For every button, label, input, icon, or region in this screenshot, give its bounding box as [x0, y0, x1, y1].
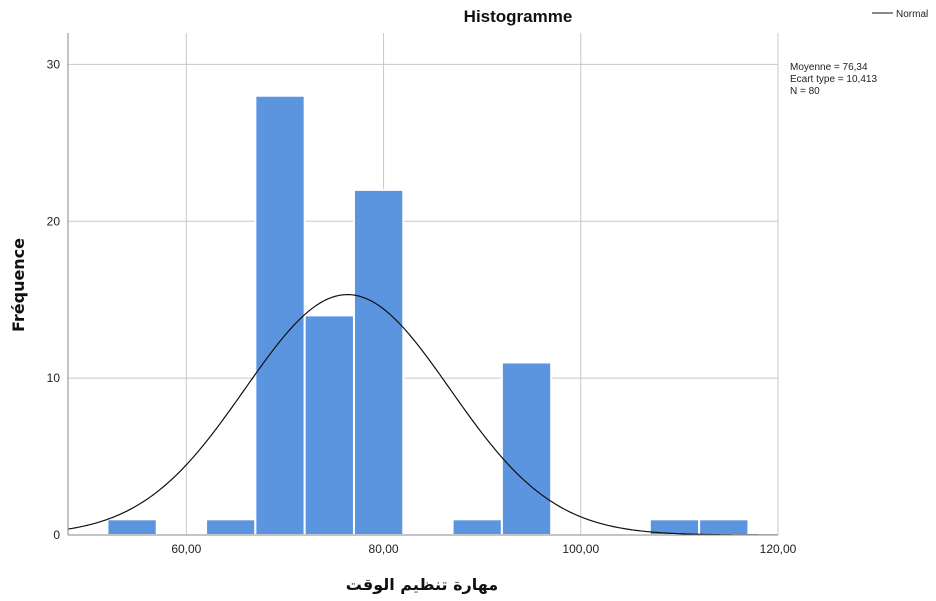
y-tick-label: 0 — [53, 528, 60, 542]
x-tick-label: 100,00 — [562, 542, 599, 556]
legend: Normal — [872, 9, 928, 20]
stats-mean: Moyenne = 76,34 — [790, 62, 868, 73]
normal-curve — [67, 293, 778, 536]
stats-sd: Ecart type = 10,413 — [790, 74, 877, 85]
histogram-bars — [106, 94, 750, 536]
histogram-bar — [500, 361, 553, 536]
histogram-bar — [352, 188, 405, 536]
y-tick-label: 20 — [47, 214, 61, 228]
histogram-bar — [106, 518, 158, 536]
stats-box: Moyenne = 76,34 Ecart type = 10,413 N = … — [790, 62, 877, 97]
axes — [67, 33, 779, 536]
legend-label-normal: Normal — [896, 9, 928, 20]
y-tick-label: 10 — [47, 371, 61, 385]
y-tick-label: 30 — [47, 57, 61, 71]
y-axis-label: Fréquence — [9, 238, 28, 332]
histogram-bar — [451, 518, 503, 536]
histogram-bar — [254, 94, 306, 536]
x-axis-label: مهارة تنظيم الوقت — [346, 575, 498, 594]
histogram-bar — [698, 518, 750, 536]
grid-lines — [68, 33, 779, 535]
chart-title: Histogramme — [464, 7, 573, 26]
histogram-bar — [303, 314, 355, 536]
histogram-bar — [205, 518, 257, 536]
x-tick-label: 60,00 — [171, 542, 201, 556]
stats-n: N = 80 — [790, 86, 820, 97]
tick-labels: 60,00 80,00 100,00 120,00 0 10 20 30 — [47, 57, 797, 556]
normal-curve-line — [67, 293, 778, 536]
x-tick-label: 80,00 — [369, 542, 399, 556]
x-tick-label: 120,00 — [760, 542, 797, 556]
